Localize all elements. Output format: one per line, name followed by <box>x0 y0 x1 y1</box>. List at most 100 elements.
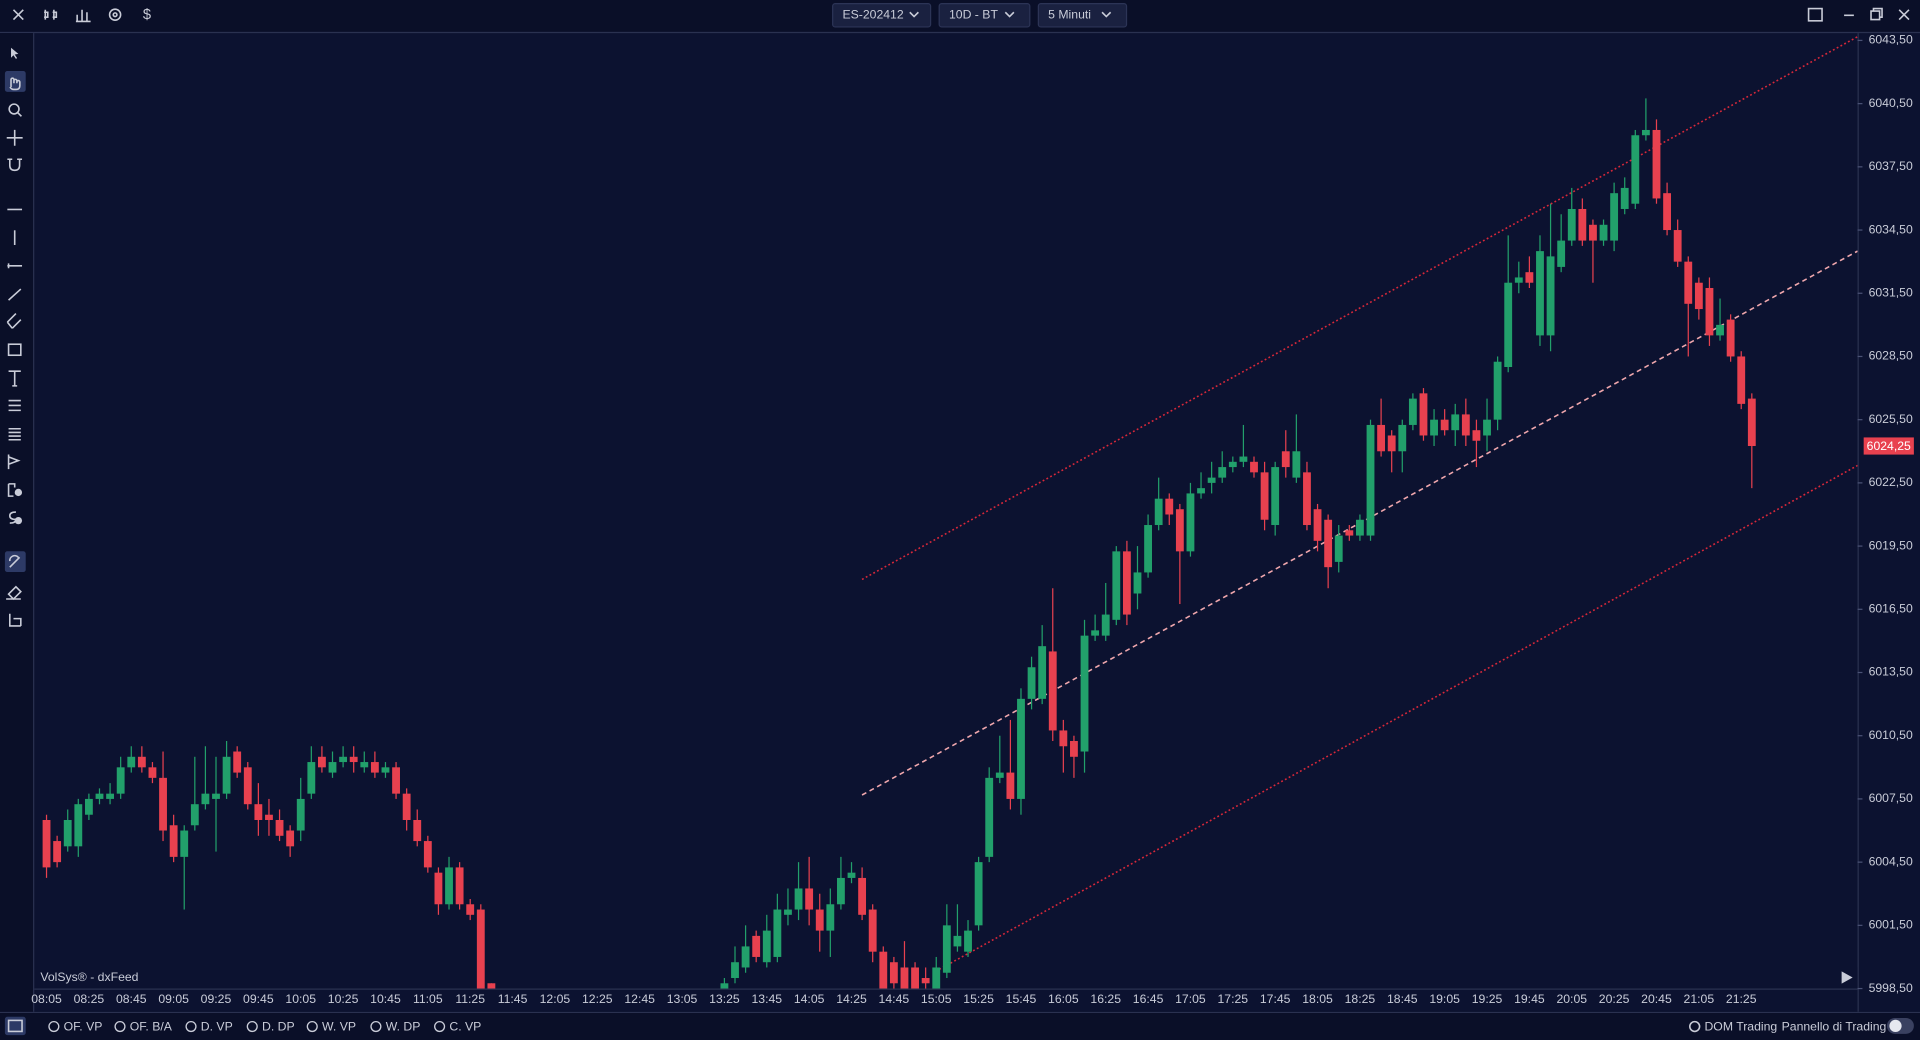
scroll-right-button[interactable] <box>1841 971 1853 984</box>
candle-body <box>1557 240 1566 267</box>
x-tick-label: 15:05 <box>921 992 952 1006</box>
candle-body <box>455 867 464 905</box>
projection-tool[interactable] <box>7 454 21 470</box>
last-price-label: 6024,25 <box>1867 439 1911 453</box>
window-close-button[interactable] <box>1898 9 1910 21</box>
candle-body <box>1260 472 1269 520</box>
candle-body <box>953 935 962 947</box>
candle-body <box>731 962 739 979</box>
candle-body <box>392 767 400 794</box>
candle-body <box>762 930 771 963</box>
fib-tool[interactable] <box>8 399 21 412</box>
symbol-dropdown[interactable] <box>832 3 932 28</box>
candle-body <box>1281 451 1290 468</box>
candle-body <box>307 762 316 794</box>
candle-body <box>169 825 178 857</box>
x-tick-label: 14:05 <box>794 992 825 1006</box>
candle-body <box>1218 467 1227 478</box>
candle-body <box>466 904 475 915</box>
candle-body <box>95 793 104 799</box>
x-tick-label: 10:05 <box>285 992 316 1006</box>
dom-radio[interactable] <box>1689 1020 1701 1033</box>
range-dropdown[interactable] <box>938 3 1031 28</box>
timeframe-dropdown[interactable] <box>1037 3 1128 28</box>
text-tool[interactable] <box>8 370 21 387</box>
candle-body <box>1070 740 1078 757</box>
range-label: 10D - BT <box>949 8 998 22</box>
rectangle-tool[interactable] <box>7 343 22 357</box>
channel-tool[interactable] <box>6 313 22 329</box>
candle-body <box>42 819 51 868</box>
x-tick-label: 09:25 <box>201 992 232 1006</box>
indicator-radio[interactable] <box>306 1020 318 1033</box>
indicator-radio[interactable] <box>185 1020 197 1033</box>
candle-body <box>1536 251 1544 336</box>
candle-body <box>1610 193 1619 241</box>
volume-tool[interactable] <box>8 511 17 524</box>
x-tick-label: 09:05 <box>158 992 189 1006</box>
close-icon[interactable] <box>12 9 24 21</box>
candle-body <box>349 756 358 763</box>
panel-label: Pannello di Trading <box>1782 1019 1887 1033</box>
currency-button[interactable]: $ <box>143 7 151 23</box>
candle-body <box>53 841 62 863</box>
candle-body <box>360 762 369 768</box>
candle-body <box>1726 319 1735 357</box>
eraser-tool[interactable] <box>6 585 22 601</box>
candle-body <box>1440 419 1449 431</box>
candle-body <box>1345 530 1354 536</box>
levels-tool[interactable] <box>8 427 21 441</box>
x-tick-label: 16:05 <box>1048 992 1079 1006</box>
crosshair-tool[interactable] <box>6 129 23 146</box>
candle-body <box>985 777 994 857</box>
layout-button[interactable] <box>1807 7 1823 22</box>
indicator-radio[interactable] <box>48 1020 60 1033</box>
settings-icon[interactable] <box>108 8 122 22</box>
x-tick-label: 18:45 <box>1387 992 1418 1006</box>
candle-body <box>1631 135 1640 204</box>
profile-tool[interactable] <box>7 483 16 497</box>
x-tick-label: 09:45 <box>243 992 274 1006</box>
candle-body <box>1091 630 1100 636</box>
candle-body <box>1483 419 1491 436</box>
lock-drawing-tool[interactable] <box>9 554 21 568</box>
candle-body <box>900 967 909 989</box>
candle-body <box>402 793 411 820</box>
indicator-radio[interactable] <box>370 1020 382 1033</box>
x-tick-label: 11:05 <box>413 992 443 1006</box>
candle-body <box>1186 493 1195 552</box>
candle-body <box>233 751 242 773</box>
chart-type-icon[interactable] <box>44 9 58 20</box>
x-tick-label: 17:25 <box>1218 992 1249 1006</box>
candle-body <box>1504 282 1513 368</box>
candle-body <box>1366 424 1375 536</box>
y-tick-label: 6001,50 <box>1869 918 1913 932</box>
candle-body <box>1589 224 1597 241</box>
candle-body <box>1197 488 1205 494</box>
indicator-radio[interactable] <box>434 1020 446 1033</box>
object-tree-tool[interactable] <box>9 613 22 627</box>
candle-body <box>868 909 877 952</box>
candle-body <box>1525 272 1534 283</box>
zoom-tool[interactable] <box>8 103 20 115</box>
ray-tool[interactable] <box>7 263 23 269</box>
indicators-icon[interactable] <box>75 9 91 23</box>
candle-body <box>84 798 93 815</box>
indicator-radio[interactable] <box>114 1020 126 1033</box>
candle-body <box>222 756 231 794</box>
magnet-tool[interactable] <box>7 158 23 172</box>
pan-tool[interactable] <box>9 77 21 91</box>
candle-body <box>921 978 930 984</box>
chevron <box>909 11 919 18</box>
candle-body <box>201 793 210 805</box>
trend-line-tool[interactable] <box>8 288 22 301</box>
restore-button[interactable] <box>1870 7 1883 21</box>
indicator-radio[interactable] <box>246 1020 258 1033</box>
candle-body <box>889 962 898 984</box>
panel-toggle[interactable] <box>4 1016 26 1036</box>
y-tick-label: 6019,50 <box>1869 538 1913 552</box>
x-tick-label: 20:45 <box>1641 992 1672 1006</box>
candle-body <box>1059 730 1068 747</box>
candle-body <box>794 888 803 910</box>
pointer-tool[interactable] <box>11 47 19 59</box>
